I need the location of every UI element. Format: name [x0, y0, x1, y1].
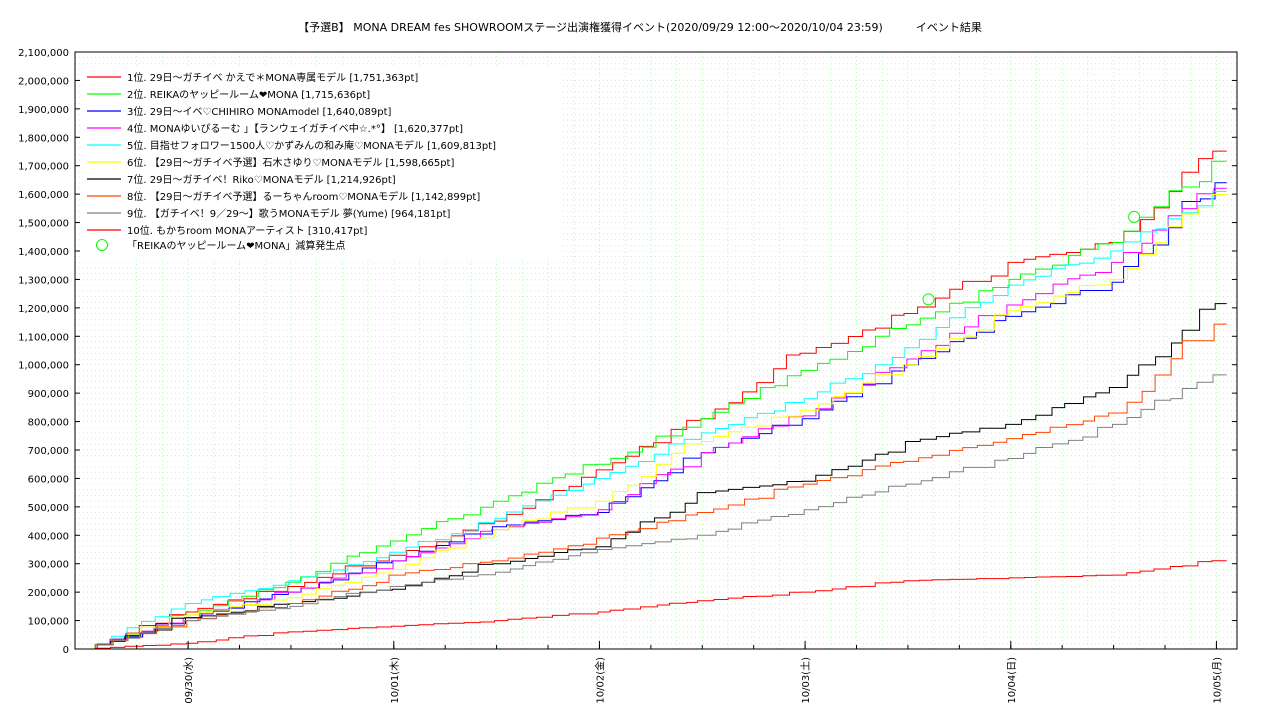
series-lines — [85, 150, 1227, 650]
series-line — [85, 150, 1227, 650]
x-axis-ticks: 09/30(水) 10/01(木) 10/02(金) 10/03(土) 10/04(日)… — [136, 641, 1223, 704]
chart-title: 【予選B】 MONA DREAM fes SHOWROOMステージ出演権獲得イベ… — [298, 21, 982, 34]
legend-label: 4位. MONAゆいぴるーむ 」【ランウェイガチイベ中☆.*°】 [1,620,… — [127, 122, 463, 135]
y-tick-label: 2,000,000 — [18, 76, 69, 87]
legend-label: 2位. REIKAのヤッピールーム❤MONA [1,715,636pt] — [127, 88, 370, 101]
legend-label: 1位. 29日〜ガチイベ かえで＊MONA専属モデル [1,751,363pt] — [127, 71, 418, 84]
legend-label: 7位. 29日〜ガチイベ！Riko♡MONAモデル [1,214,926pt] — [127, 173, 396, 186]
y-tick-label: 700,000 — [28, 446, 69, 457]
marker-points — [922, 210, 1141, 306]
y-tick-label: 0 — [63, 645, 69, 656]
legend-label: 5位. 目指せフォロワー1500人♡かずみんの和み庵♡MONAモデル [1,60… — [127, 139, 496, 152]
y-tick-label: 1,400,000 — [18, 247, 69, 258]
legend-marker-label: 「REIKAのヤッピールーム❤MONA」減算発生点 — [127, 239, 345, 252]
legend-label: 3位. 29日〜イベ♡CHIHIRO MONAmodel [1,640,089p… — [127, 105, 392, 118]
legend-label: 6位. 【29日〜ガチイベ予選】石木さゆり♡MONAモデル [1,598,665… — [127, 156, 454, 169]
series-line — [85, 323, 1227, 650]
y-tick-label: 800,000 — [28, 418, 69, 429]
y-tick-label: 1,000,000 — [18, 361, 69, 372]
plot-frame — [74, 51, 1238, 650]
y-tick-label: 1,300,000 — [18, 275, 69, 286]
x-tick-label: 10/03(土) — [799, 657, 812, 704]
x-tick-label: 10/02(金) — [593, 657, 606, 704]
y-tick-label: 1,200,000 — [18, 304, 69, 315]
y-tick-label: 100,000 — [28, 617, 69, 628]
legend-label: 10位. もかちroom MONAアーティスト [310,417pt] — [127, 224, 367, 237]
legend-marker — [96, 239, 108, 251]
series-line — [85, 190, 1227, 650]
legend-label: 8位. 【29日〜ガチイベ予選】るーちゃんroom♡MONAモデル [1,142… — [127, 190, 480, 203]
marker-point — [1128, 210, 1141, 223]
y-tick-label: 1,600,000 — [18, 190, 69, 201]
series-line — [85, 187, 1227, 650]
marker-point — [922, 293, 935, 306]
y-tick-label: 1,500,000 — [18, 219, 69, 230]
y-tick-label: 300,000 — [28, 560, 69, 571]
x-tick-label: 10/05(月) — [1211, 657, 1223, 704]
y-tick-label: 500,000 — [28, 503, 69, 514]
series-line — [85, 374, 1227, 650]
y-tick-label: 1,700,000 — [18, 162, 69, 173]
legend: 1位. 29日〜ガチイベ かえで＊MONA専属モデル [1,751,363pt]… — [82, 68, 562, 258]
y-tick-label: 900,000 — [28, 389, 69, 400]
y-tick-label: 1,800,000 — [18, 133, 69, 144]
x-tick-label: 10/04(日) — [1007, 657, 1018, 704]
y-axis-ticks: 0 100,000 200,000 300,000 400,000 500,000 600,… — [18, 48, 1237, 656]
series-line — [85, 303, 1227, 650]
y-tick-label: 400,000 — [28, 531, 69, 542]
series-line — [85, 560, 1227, 650]
x-tick-label: 09/30(水) — [183, 657, 195, 704]
y-tick-label: 1,900,000 — [18, 105, 69, 116]
legend-label: 9位. 【ガチイベ！9／29〜】歌うMONAモデル 夢(Yume) [964,1… — [127, 207, 451, 220]
y-tick-label: 1,100,000 — [18, 332, 69, 343]
y-tick-label: 2,100,000 — [18, 48, 69, 59]
series-line — [85, 194, 1227, 650]
legend-box — [82, 68, 562, 258]
y-tick-label: 600,000 — [28, 474, 69, 485]
x-tick-label: 10/01(木) — [389, 657, 401, 704]
y-tick-label: 200,000 — [28, 588, 69, 599]
